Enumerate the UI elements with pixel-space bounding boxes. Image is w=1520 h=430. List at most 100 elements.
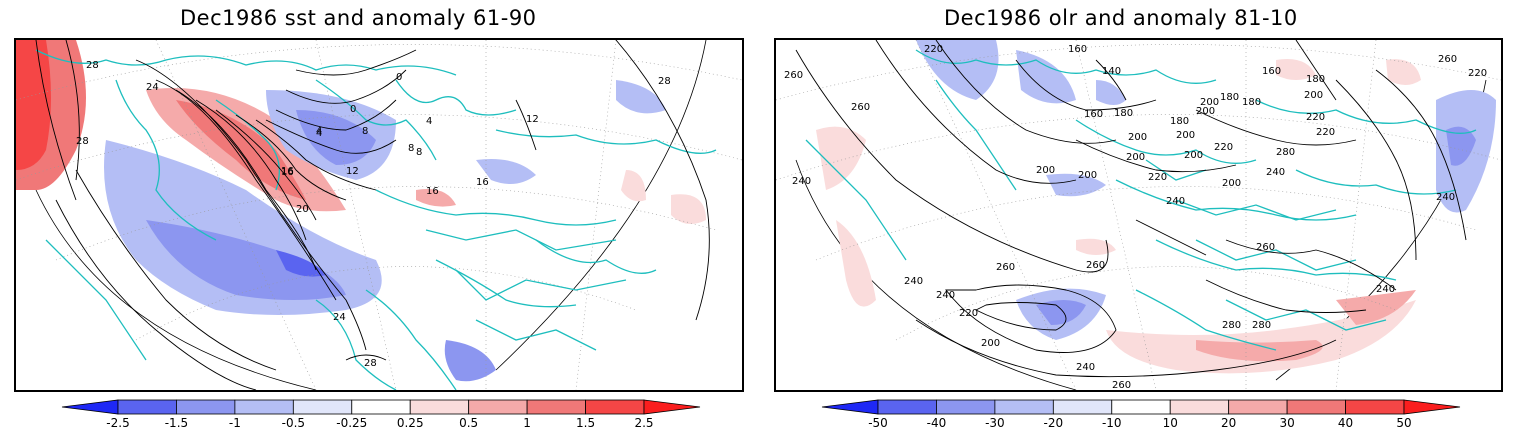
colorbar-segment xyxy=(1169,399,1230,415)
contour-label: 180 xyxy=(1170,116,1189,127)
colorbar-tick-label: 30 xyxy=(1279,416,1295,430)
contour-label: 16 xyxy=(426,186,439,197)
contour-label: 260 xyxy=(1256,242,1275,253)
contour-label: 200 xyxy=(1196,106,1215,117)
olr-map-panel: 260 220 160 140 160 180 200 180 180 160 … xyxy=(774,38,1503,392)
contour-label: 240 xyxy=(936,290,955,301)
colorbar-segment xyxy=(176,399,236,415)
colorbar-tick-label: 0.5 xyxy=(459,416,479,430)
colorbar-tick-label: -40 xyxy=(926,416,947,430)
colorbar-tick-label: -0.5 xyxy=(281,416,306,430)
contour-label: 240 xyxy=(1436,192,1455,203)
contour-label: 28 xyxy=(86,60,99,71)
coastlines xyxy=(805,49,1477,351)
colorbar-tick-label: 20 xyxy=(1221,416,1237,430)
contour-label: 240 xyxy=(1266,167,1285,178)
coastlines xyxy=(35,49,717,390)
colorbar-tick-label: -2.5 xyxy=(106,416,130,430)
colorbar-segment xyxy=(994,399,1054,415)
contour-label: 240 xyxy=(1166,196,1185,207)
colorbar-segment xyxy=(1052,399,1113,415)
olr-contours xyxy=(795,40,1467,378)
map-domain-edge xyxy=(495,40,707,371)
colorbar-tick-label: -10 xyxy=(1101,416,1122,430)
contour-label: 8 xyxy=(416,147,422,158)
contour-labels: 260 220 160 140 160 180 200 180 180 160 … xyxy=(784,44,1487,390)
colorbar-segment xyxy=(1286,399,1346,415)
sst-map-svg: 28 24 28 16 12 8 4 0 0 4 8 4 8 12 16 16 … xyxy=(16,40,742,390)
colorbar-segment xyxy=(409,399,470,415)
colorbar-tick-label: -0.25 xyxy=(336,416,368,430)
colorbar-segment xyxy=(117,399,177,415)
colorbar-tick-label: -30 xyxy=(985,416,1005,430)
contour-label: 200 xyxy=(1200,97,1219,108)
colorbar-tick-label: 1.5 xyxy=(576,416,596,430)
anomaly-shading xyxy=(16,40,706,382)
map-domain-edge xyxy=(35,189,317,390)
contour-label: 260 xyxy=(851,102,870,113)
colorbar-tick-label: 40 xyxy=(1337,416,1354,430)
colorbar-arrow-right xyxy=(1403,399,1461,415)
colorbar-tick-label: -50 xyxy=(868,416,888,430)
contour-label: 140 xyxy=(1102,66,1121,77)
sst-map-panel: 28 24 28 16 12 8 4 0 0 4 8 4 8 12 16 16 … xyxy=(14,38,744,392)
contour-label: 200 xyxy=(981,338,1000,349)
sst-contours xyxy=(35,40,710,390)
contour-label: 200 xyxy=(1128,132,1147,143)
contour-label: 220 xyxy=(924,44,943,55)
contour-labels: 28 24 28 16 12 8 4 0 0 4 8 4 8 12 16 16 … xyxy=(76,60,671,369)
contour-label: 240 xyxy=(1076,362,1095,373)
colorbar-segment xyxy=(351,399,411,415)
colorbar-segment xyxy=(292,399,353,415)
contour-label: 200 xyxy=(1222,178,1241,189)
colorbar-tick-label: 50 xyxy=(1396,416,1412,430)
contour-label: 220 xyxy=(1468,68,1487,79)
contour-label: 260 xyxy=(1086,260,1105,271)
left-panel-title: Dec1986 sst and anomaly 61-90 xyxy=(180,6,537,30)
contour-label: 240 xyxy=(1376,284,1395,295)
contour-label: 24 xyxy=(146,82,159,93)
contour-label: 16 xyxy=(281,167,294,178)
contour-label: 0 xyxy=(350,104,356,115)
contour-label: 16 xyxy=(281,166,294,177)
contour-label: 0 xyxy=(396,72,402,83)
contour-label: 180 xyxy=(1242,97,1261,108)
contour-label: 200 xyxy=(1078,170,1097,181)
contour-label: 220 xyxy=(959,308,978,319)
contour-label: 28 xyxy=(364,358,377,369)
contour-label: 24 xyxy=(333,312,346,323)
contour-label: 12 xyxy=(346,166,359,177)
right-panel-title: Dec1986 olr and anomaly 81-10 xyxy=(944,6,1298,30)
colorbar-segment xyxy=(585,399,645,415)
colorbar-segment xyxy=(877,399,937,415)
colorbar-arrow-left xyxy=(821,399,879,415)
colorbar-segment xyxy=(1228,399,1288,415)
colorbar-tick-label: 2.5 xyxy=(634,416,654,430)
contour-label: 220 xyxy=(1316,127,1335,138)
colorbar-tick-label: 1 xyxy=(523,416,531,430)
contour-label: 260 xyxy=(1438,54,1457,65)
anomaly-shading xyxy=(816,40,1496,374)
colorbar-tick-label: -1 xyxy=(228,416,241,430)
contour-label: 28 xyxy=(76,136,89,147)
colorbar-tick-label: -1.5 xyxy=(164,416,189,430)
contour-label: 220 xyxy=(1306,112,1325,123)
contour-label: 280 xyxy=(1276,147,1295,158)
contour-label: 240 xyxy=(904,276,923,287)
contour-label: 220 xyxy=(1148,172,1167,183)
colorbar-segment xyxy=(936,399,996,415)
contour-label: 280 xyxy=(1252,320,1271,331)
contour-label: 180 xyxy=(1306,74,1325,85)
contour-label: 260 xyxy=(1112,380,1131,390)
colorbar-segment xyxy=(1345,399,1405,415)
contour-label: 8 xyxy=(362,126,368,137)
contour-label: 200 xyxy=(1176,130,1195,141)
colorbar-tick-label: -20 xyxy=(1043,416,1064,430)
contour-label: 180 xyxy=(1114,108,1133,119)
contour-label: 180 xyxy=(1220,92,1239,103)
contour-label: 8 xyxy=(408,143,414,154)
colorbar-tick-label: 10 xyxy=(1162,416,1178,430)
contour-label: 280 xyxy=(1222,320,1241,331)
colorbar-segment xyxy=(468,399,528,415)
colorbar-arrow-left xyxy=(61,399,119,415)
